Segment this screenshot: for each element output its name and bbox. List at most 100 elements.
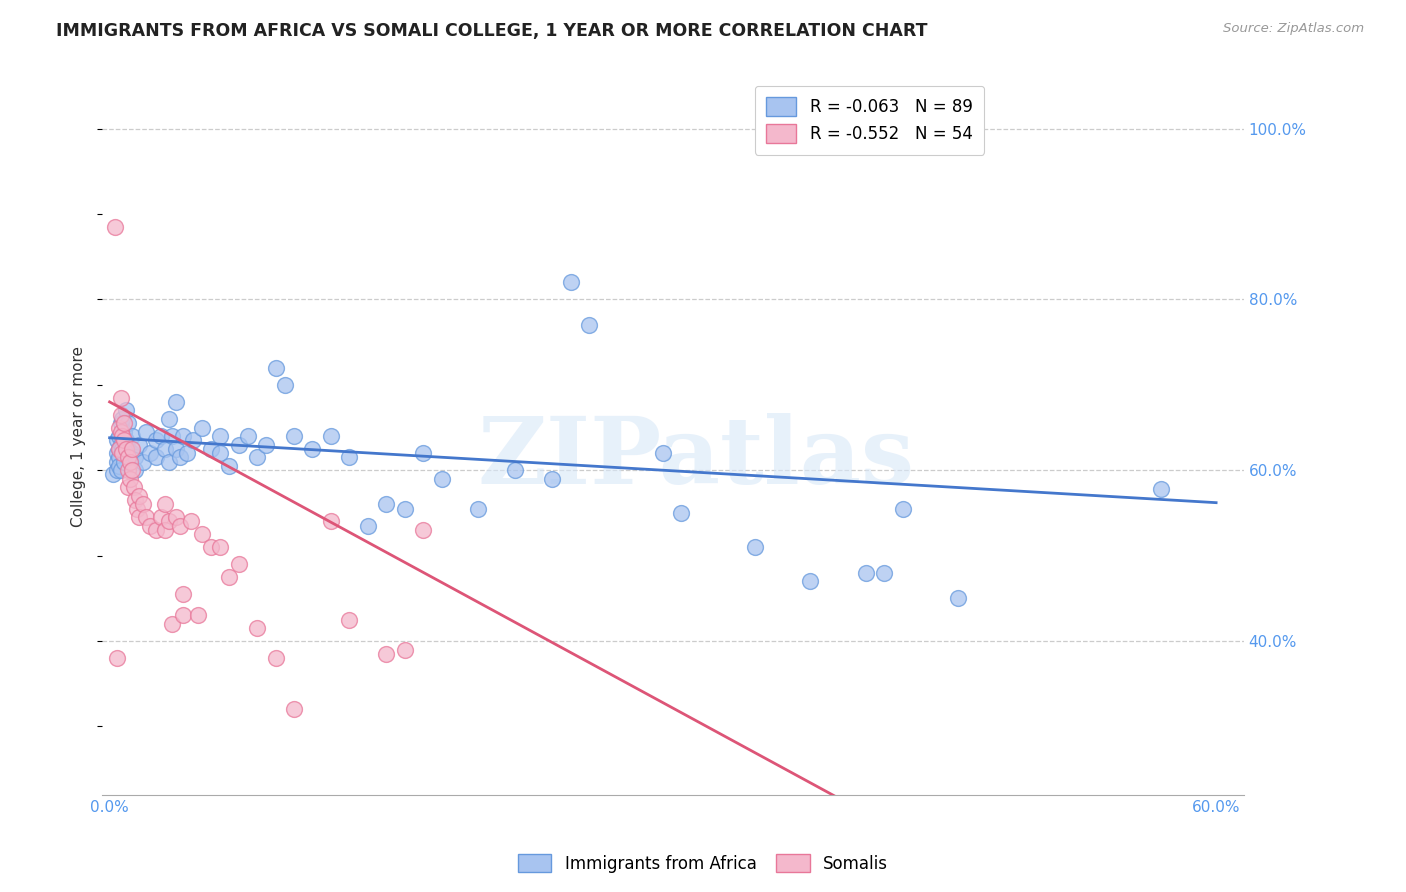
Point [115,442,138,456]
Point [105,455,128,469]
Point [891,501,914,516]
Point [246,621,269,635]
Point [301,442,323,456]
Point [254,437,277,451]
Point [132,497,155,511]
Point [110,391,132,405]
Point [111,442,134,456]
Point [744,540,766,554]
Point [111,429,134,443]
Point [357,518,380,533]
Point [200,442,222,456]
Point [176,446,198,460]
Point [108,442,131,456]
Point [112,425,135,439]
Point [505,463,527,477]
Point [117,417,139,431]
Point [394,642,416,657]
Point [165,395,187,409]
Legend: Immigrants from Africa, Somalis: Immigrants from Africa, Somalis [512,847,894,880]
Point [218,458,240,473]
Point [209,429,232,443]
Point [139,446,162,460]
Point [172,429,194,443]
Point [115,434,138,448]
Point [337,450,360,465]
Point [394,501,416,516]
Point [150,429,173,443]
Point [104,219,127,234]
Point [430,472,453,486]
Text: ZIPatlas: ZIPatlas [477,413,914,502]
Point [145,523,167,537]
Point [162,429,184,443]
Point [264,360,287,375]
Point [110,408,132,422]
Point [1150,482,1173,496]
Point [578,318,600,332]
Point [319,515,342,529]
Point [103,467,125,482]
Point [118,455,141,469]
Point [128,489,150,503]
Point [105,651,128,665]
Point [264,651,287,665]
Point [108,442,131,456]
Point [121,463,143,477]
Point [283,702,305,716]
Point [108,450,131,465]
Point [121,446,143,460]
Point [560,276,582,290]
Point [117,463,139,477]
Point [145,434,167,448]
Legend: R = -0.063   N = 89, R = -0.552   N = 54: R = -0.063 N = 89, R = -0.552 N = 54 [755,86,984,155]
Point [135,510,157,524]
Point [191,420,214,434]
Point [145,450,167,465]
Point [157,412,180,426]
Point [375,647,398,661]
Point [467,501,489,516]
Point [117,442,139,456]
Point [110,425,132,439]
Point [121,429,143,443]
Point [246,450,269,465]
Point [153,442,176,456]
Point [337,613,360,627]
Point [153,523,176,537]
Point [172,587,194,601]
Point [157,515,180,529]
Point [180,515,202,529]
Text: Source: ZipAtlas.com: Source: ZipAtlas.com [1223,22,1364,36]
Text: IMMIGRANTS FROM AFRICA VS SOMALI COLLEGE, 1 YEAR OR MORE CORRELATION CHART: IMMIGRANTS FROM AFRICA VS SOMALI COLLEGE… [56,22,928,40]
Point [157,455,180,469]
Point [132,455,155,469]
Point [105,434,128,448]
Point [124,450,146,465]
Point [946,591,969,606]
Point [412,523,434,537]
Point [169,518,191,533]
Point [209,540,232,554]
Point [135,425,157,439]
Point [124,493,146,508]
Point [108,429,131,443]
Point [200,540,222,554]
Point [191,527,214,541]
Point [181,434,204,448]
Point [228,557,250,571]
Point [108,420,131,434]
Point [228,437,250,451]
Point [165,510,187,524]
Point [108,458,131,473]
Point [274,377,297,392]
Point [110,463,132,477]
Point [150,510,173,524]
Point [122,480,145,494]
Point [187,608,209,623]
Point [375,497,398,511]
Point [124,463,146,477]
Point [128,510,150,524]
Point [112,455,135,469]
Point [139,518,162,533]
